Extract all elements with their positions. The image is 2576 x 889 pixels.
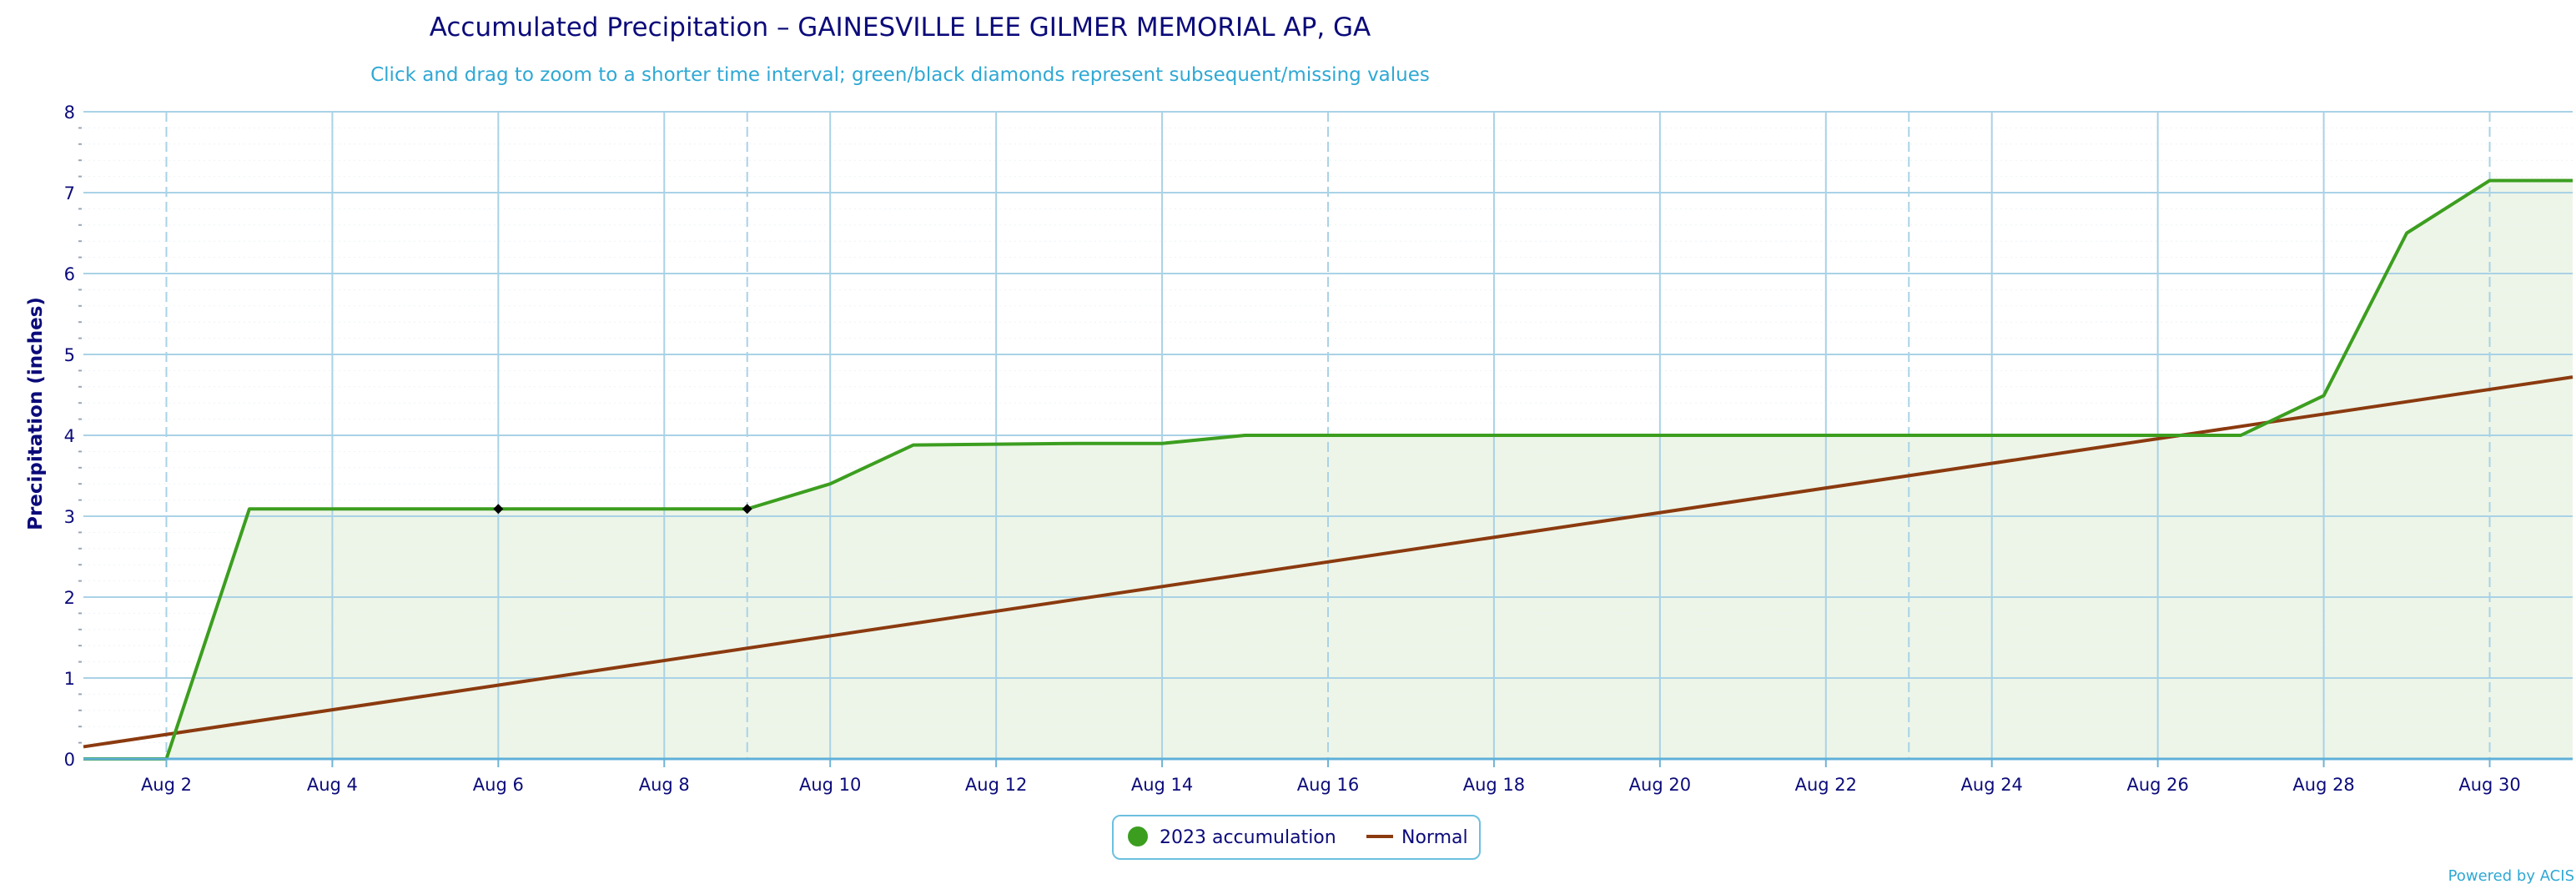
x-tick-label: Aug 24 <box>1961 775 2023 795</box>
x-tick-label: Aug 6 <box>473 775 524 795</box>
y-tick-label: 6 <box>64 264 75 284</box>
powered-by-credit[interactable]: Powered by ACIS <box>2448 867 2574 885</box>
legend-symbol-accumulation-icon <box>1128 826 1148 846</box>
y-axis-label: Precipitation (inches) <box>25 297 47 530</box>
y-tick-label: 4 <box>64 426 75 446</box>
legend-box <box>1112 815 1481 860</box>
chart-subtitle: Click and drag to zoom to a shorter time… <box>370 64 1430 86</box>
x-tick-label: Aug 14 <box>1131 775 1193 795</box>
legend-label-accumulation: 2023 accumulation <box>1160 827 1336 848</box>
x-tick-label: Aug 26 <box>2126 775 2188 795</box>
plot-area[interactable] <box>83 111 2573 761</box>
x-tick-label: Aug 8 <box>639 775 690 795</box>
grid-layer <box>83 111 2573 759</box>
y-tick-label: 8 <box>64 103 75 123</box>
x-tick-label: Aug 16 <box>1297 775 1359 795</box>
x-tick-label: Aug 30 <box>2458 775 2520 795</box>
x-tick-label: Aug 28 <box>2292 775 2354 795</box>
x-tick-label: Aug 2 <box>141 775 192 795</box>
legend[interactable]: 2023 accumulation Normal <box>1112 815 1481 860</box>
legend-item-2023-accumulation[interactable]: 2023 accumulation <box>1128 826 1336 848</box>
x-tick-label: Aug 12 <box>965 775 1027 795</box>
chart-title: Accumulated Precipitation – GAINESVILLE … <box>430 13 1371 43</box>
missing-value-diamond[interactable] <box>493 504 504 515</box>
accumulation-fill-layer <box>83 180 2573 759</box>
y-tick-label: 3 <box>64 507 75 527</box>
y-tick-label: 5 <box>64 345 75 365</box>
y-tick-label: 1 <box>64 669 75 689</box>
series-line-normal[interactable] <box>83 375 2573 749</box>
legend-label-normal: Normal <box>1401 827 1468 848</box>
x-tick-label: Aug 18 <box>1463 775 1525 795</box>
y-tick-label: 2 <box>64 588 75 608</box>
accumulation-area <box>83 180 2573 759</box>
y-tick-label: 7 <box>64 183 75 203</box>
x-tick-label: Aug 20 <box>1629 775 1691 795</box>
x-tick-label: Aug 4 <box>307 775 358 795</box>
legend-item-normal[interactable]: Normal <box>1366 827 1468 848</box>
marker-layer <box>493 504 752 515</box>
y-tick-label: 0 <box>64 750 75 770</box>
x-tick-label: Aug 22 <box>1795 775 1857 795</box>
axis-layer: 0 1 2 3 4 5 6 7 8 Aug 2 Aug 4 Aug 6 Aug 8 Aug 10 Aug 1… <box>64 103 2573 795</box>
x-tick-label: Aug 10 <box>799 775 861 795</box>
missing-value-diamond[interactable] <box>742 504 752 515</box>
